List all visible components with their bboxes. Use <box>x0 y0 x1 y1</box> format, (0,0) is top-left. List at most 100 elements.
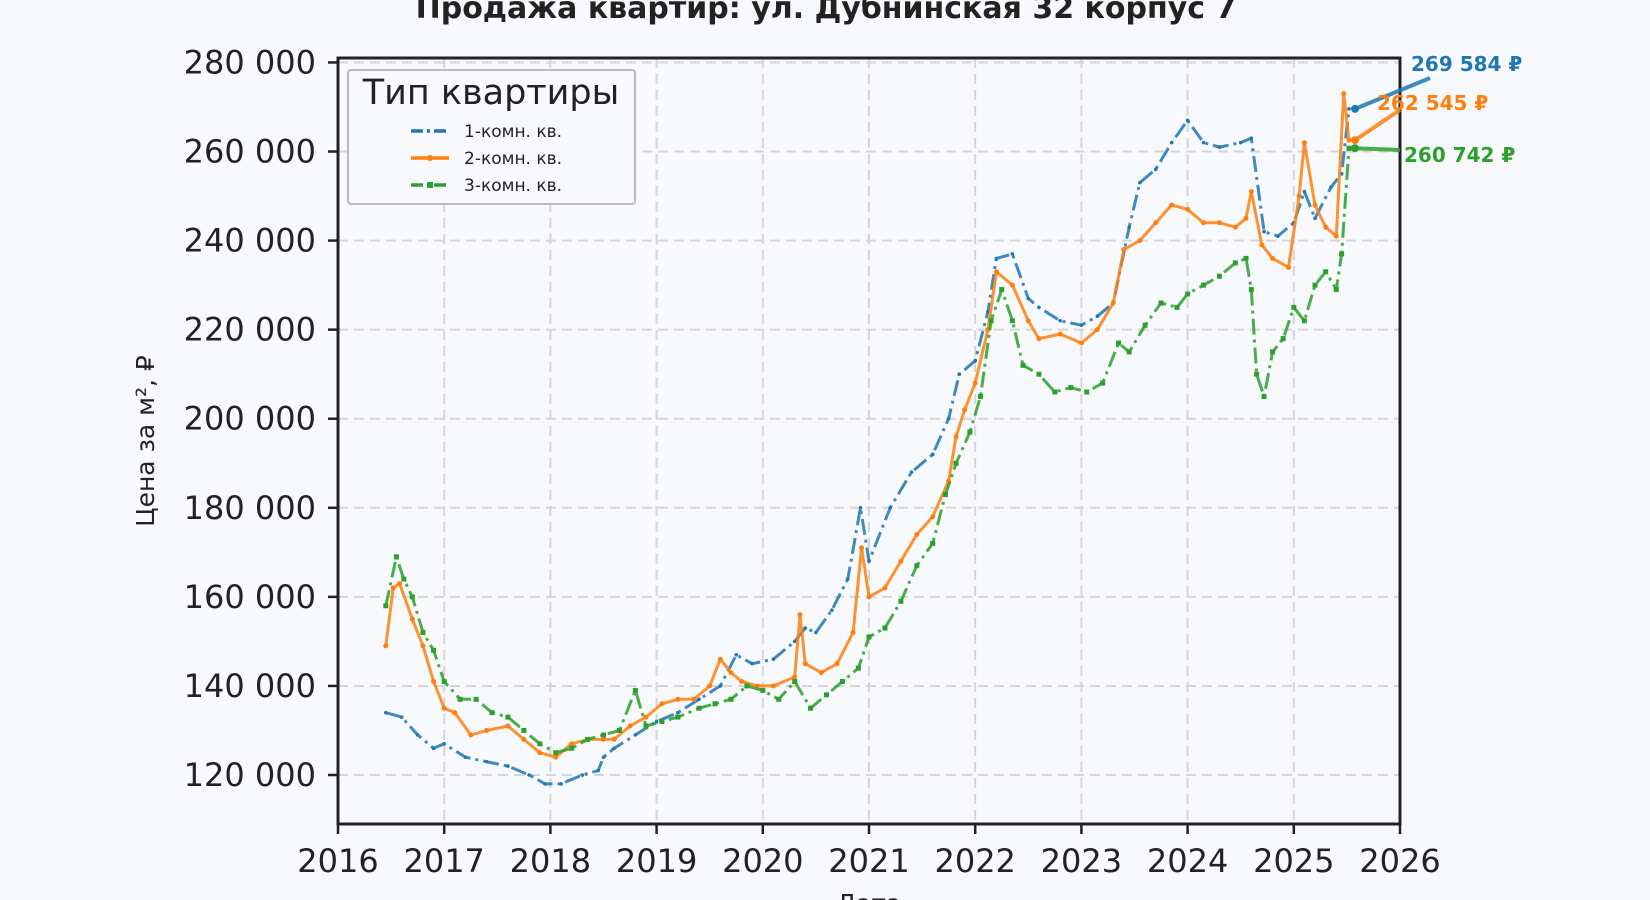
series-point <box>1248 189 1254 195</box>
series-point <box>760 687 766 693</box>
series-point <box>1232 260 1238 266</box>
series-point <box>855 665 861 671</box>
series-point <box>611 736 617 742</box>
series-point <box>442 742 447 746</box>
series-point <box>1095 314 1100 319</box>
series-point <box>1185 206 1191 212</box>
series-point <box>415 733 420 737</box>
series-point <box>1153 167 1158 172</box>
legend-items: 1-комн. кв. 2-комн. кв. 3-комн. кв. <box>411 122 562 196</box>
y-tick-label: 220 000 <box>184 311 316 349</box>
series-point <box>553 754 559 760</box>
series-point <box>1026 296 1031 301</box>
x-tick-label: 2021 <box>828 842 909 880</box>
series-point <box>914 563 920 569</box>
series-point <box>824 692 830 698</box>
series-point <box>457 696 463 702</box>
series-point <box>867 559 871 564</box>
series-point <box>1100 380 1106 386</box>
series-point <box>792 639 797 644</box>
series-point <box>834 661 840 667</box>
series-point <box>1301 140 1307 146</box>
series-point <box>397 581 403 587</box>
end-label-arrow-1 <box>1354 76 1431 111</box>
x-tick-label: 2016 <box>297 842 378 880</box>
series-point <box>797 612 803 618</box>
series-point <box>993 269 999 275</box>
series-point <box>691 696 697 702</box>
series-point <box>839 678 845 684</box>
series-point <box>717 656 723 662</box>
series-point <box>1333 287 1339 293</box>
series-point <box>1291 304 1297 310</box>
series-point <box>1020 362 1026 368</box>
legend-marker <box>427 182 433 188</box>
series-point <box>537 741 543 747</box>
series-point <box>1312 202 1318 208</box>
series-point <box>1243 255 1249 261</box>
series-point <box>930 540 936 546</box>
series-point <box>585 736 591 742</box>
series-point <box>744 683 750 689</box>
series-point <box>909 470 914 474</box>
x-tick-label: 2017 <box>403 842 484 880</box>
legend-label-1: 1-комн. кв. <box>464 122 562 142</box>
series-point <box>633 733 638 737</box>
series-point <box>383 603 389 609</box>
series-point <box>1153 220 1159 226</box>
series-point <box>953 460 959 466</box>
series-point <box>1121 247 1127 252</box>
series-point <box>505 723 511 729</box>
series-point <box>771 657 776 662</box>
series-point <box>1116 340 1122 346</box>
series-point <box>1169 202 1175 208</box>
series-point <box>431 746 436 751</box>
series-point <box>1217 145 1222 149</box>
series-point <box>776 696 782 702</box>
series-line-1 <box>385 108 1351 786</box>
series-point <box>1185 118 1190 123</box>
series-point <box>1036 371 1042 377</box>
series-point <box>1068 385 1074 391</box>
series-point <box>1201 282 1207 288</box>
series-point <box>792 678 798 684</box>
series-point <box>580 773 585 777</box>
series-point <box>707 683 713 689</box>
series-point <box>888 506 893 510</box>
series-point <box>1174 304 1180 310</box>
series-point <box>1333 233 1339 239</box>
x-tick-label: 2020 <box>722 842 803 880</box>
series-point <box>850 630 856 635</box>
series-point <box>1329 185 1333 189</box>
y-tick-label: 240 000 <box>184 222 316 260</box>
series-point <box>1010 252 1015 256</box>
series-point <box>399 715 404 719</box>
series-point <box>957 372 962 376</box>
series-point <box>1057 331 1063 337</box>
series-point <box>728 670 734 676</box>
series-point <box>521 736 527 742</box>
series-point <box>506 764 510 768</box>
series-point <box>898 598 904 604</box>
series-point <box>808 705 814 711</box>
series-point <box>739 678 745 684</box>
series-point <box>1138 180 1142 185</box>
x-axis: 2016 2017 2018 2019 2020 2021 2022 2023 2024 2025… <box>297 824 1441 880</box>
legend: Тип квартиры 1-комн. кв. 2-комн. кв. 3-ком… <box>347 69 636 205</box>
series-point <box>1259 242 1265 248</box>
series-point <box>1084 389 1090 395</box>
series-point <box>953 434 959 440</box>
series-point <box>643 723 649 729</box>
series-point <box>728 696 734 702</box>
series-point <box>431 678 437 684</box>
series-point <box>659 701 665 707</box>
series-point <box>383 710 388 715</box>
series-point <box>569 745 575 751</box>
x-tick-label: 2018 <box>510 842 591 880</box>
legend-label-2: 2-комн. кв. <box>464 149 562 169</box>
series-point <box>401 576 407 582</box>
series-point <box>601 755 606 759</box>
series-point <box>962 407 968 413</box>
series-point <box>999 287 1005 293</box>
series-point <box>390 585 396 591</box>
